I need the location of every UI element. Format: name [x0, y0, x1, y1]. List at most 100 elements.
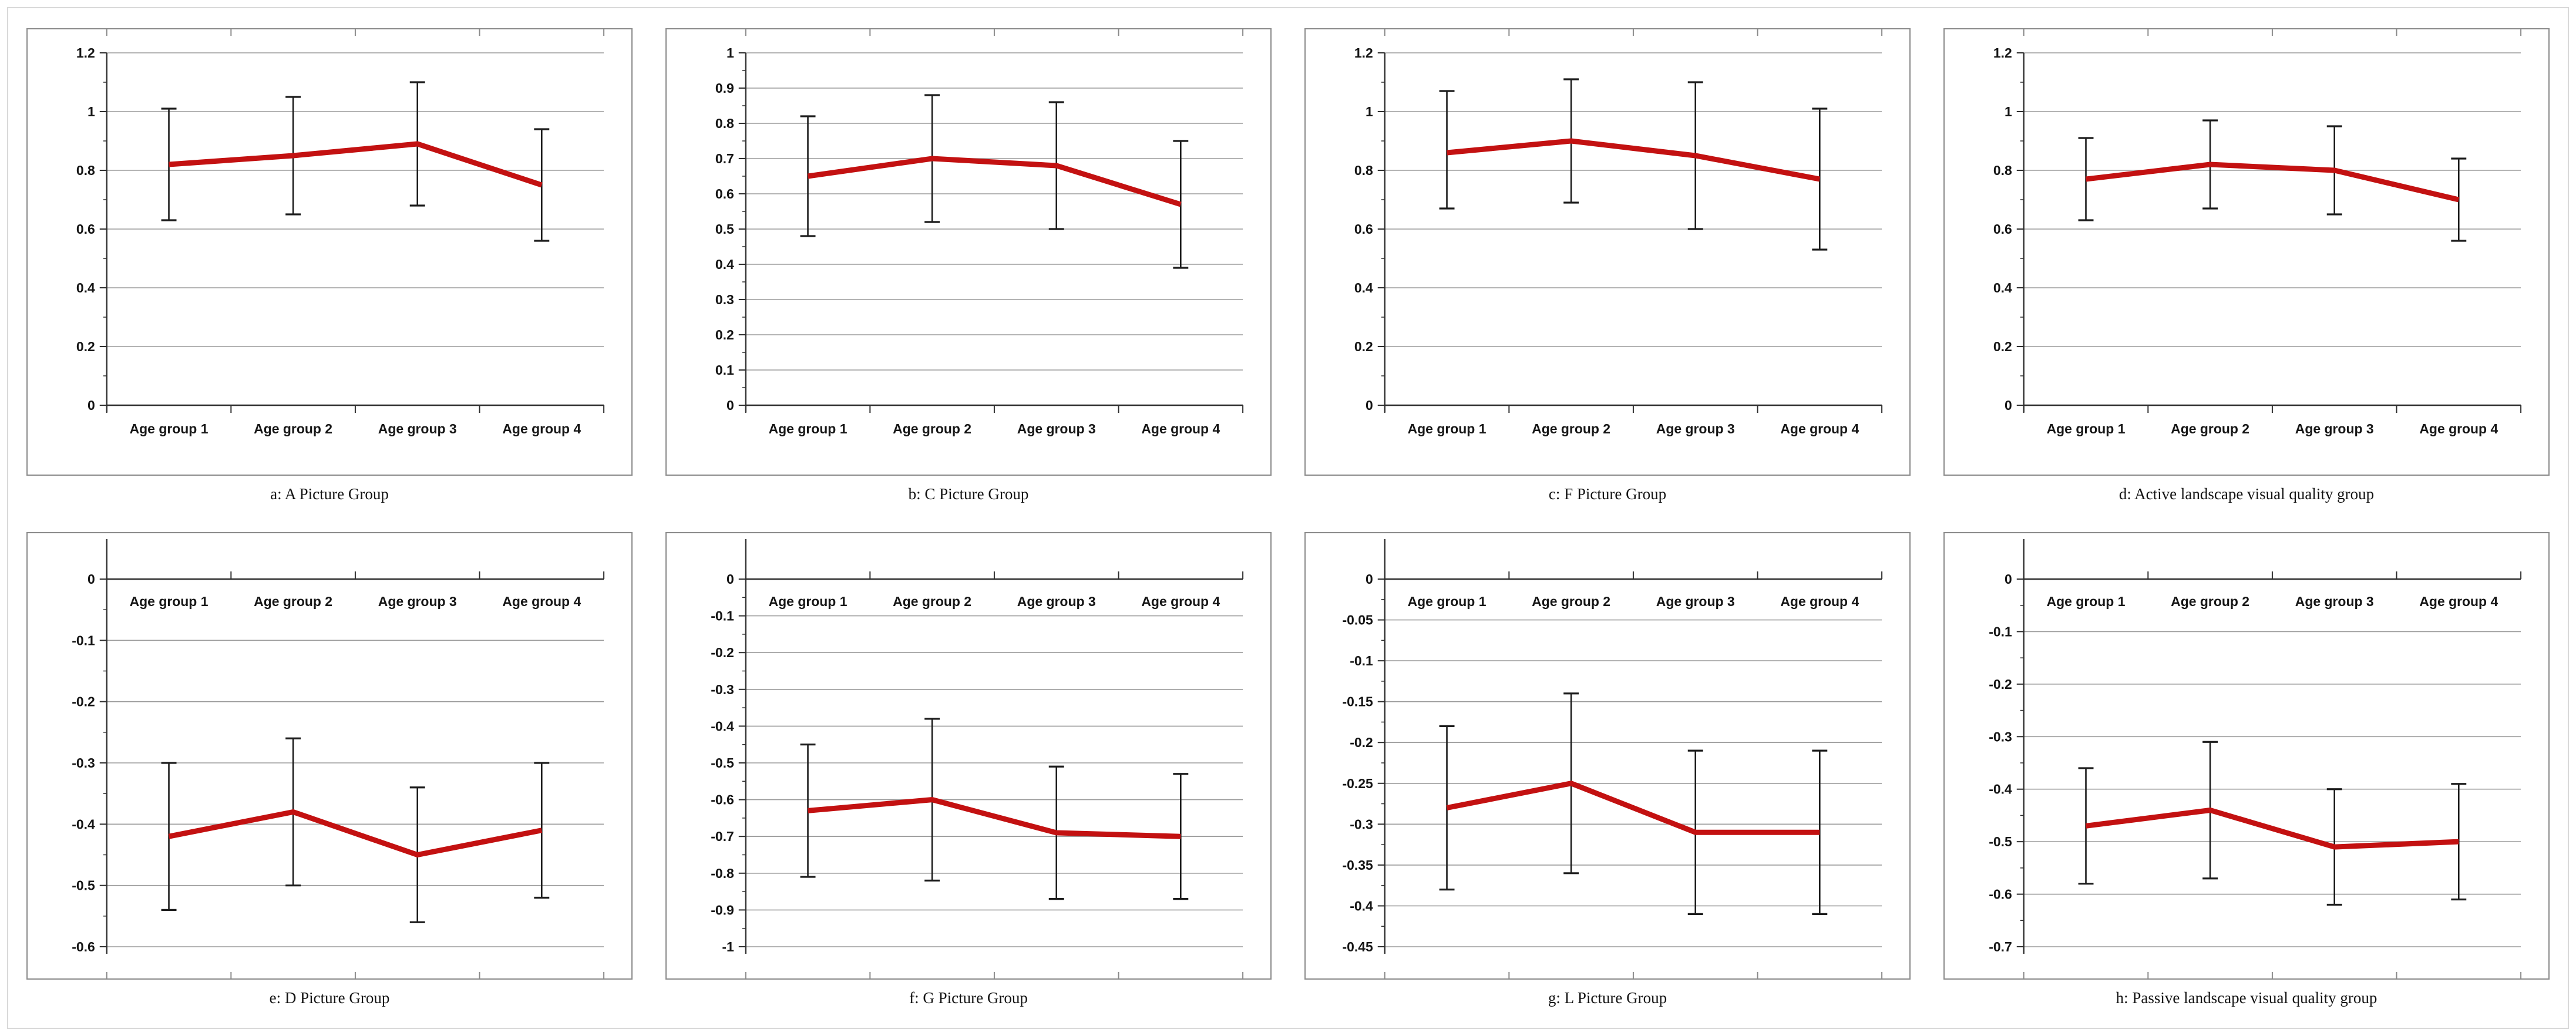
x-category-label: Age group 2 [2171, 594, 2249, 609]
y-tick-label: 0.2 [1993, 339, 2012, 354]
y-tick-label: 0 [1366, 571, 1373, 587]
y-tick-label: 0.4 [1993, 280, 2012, 295]
chart-panel-f: 0 -0.1 -0.2 -0.3 -0.4 -0.5 -0.6 -0.7 -0.8 -0.9 -1 A… [665, 532, 1272, 980]
y-tick-label: 0.6 [1993, 221, 2012, 237]
chart-cell-b: 1 0.9 0.8 0.7 0.6 0.5 0.4 0.3 0.2 0.1 0 Age group 1… [665, 28, 1272, 506]
x-category-label: Age group 1 [769, 594, 848, 609]
x-category-label: Age group 2 [254, 594, 332, 609]
chart-caption-a: a: A Picture Group [270, 485, 389, 503]
y-tick-label: -0.05 [1342, 613, 1373, 628]
y-tick-label: 0.3 [715, 292, 734, 307]
chart-panel-d: 1.2 1 0.8 0.6 0.4 0.2 0 Age group 1 Age group 2 A… [1943, 28, 2550, 476]
y-tick-label: -0.9 [711, 902, 734, 917]
y-tick-label: -0.6 [711, 792, 734, 808]
x-category-label: Age group 2 [2171, 421, 2249, 436]
series-line [1447, 138, 1821, 182]
x-category-label: Age group 3 [1017, 594, 1096, 609]
x-category-label: Age group 4 [502, 594, 581, 609]
y-tick-label: -0.6 [72, 939, 95, 954]
series-line [169, 141, 543, 188]
series-line [168, 809, 543, 858]
y-tick-label: -0.2 [1350, 735, 1373, 750]
y-tick-label: -0.5 [711, 755, 734, 771]
chart-svg-b: 1 0.9 0.8 0.7 0.6 0.5 0.4 0.3 0.2 0.1 0 Age group 1… [715, 29, 1244, 436]
y-tick-label: 1.2 [76, 45, 95, 60]
x-category-label: Age group 2 [893, 421, 971, 436]
y-tick-label: 0.6 [1354, 221, 1373, 237]
chart-caption-c: c: F Picture Group [1548, 485, 1667, 503]
y-tick-label: 0.8 [76, 163, 95, 178]
y-tick-label: 0 [2005, 398, 2012, 413]
x-category-label: Age group 2 [1532, 594, 1610, 609]
y-tick-label: 0 [88, 571, 95, 587]
y-tick-label: 1 [2005, 104, 2012, 119]
chart-cell-f: 0 -0.1 -0.2 -0.3 -0.4 -0.5 -0.6 -0.7 -0.8 -0.9 -1 A… [665, 532, 1272, 1010]
chart-svg-h: 0 -0.1 -0.2 -0.3 -0.4 -0.5 -0.6 -0.7 Age group 1… [1989, 539, 2522, 978]
x-category-label: Age group 1 [1408, 594, 1487, 609]
y-tick-label: 0.6 [715, 186, 734, 201]
chart-panel-h: 0 -0.1 -0.2 -0.3 -0.4 -0.5 -0.6 -0.7 Age group 1… [1943, 532, 2550, 980]
x-category-label: Age group 3 [1656, 594, 1735, 609]
y-tick-label: -0.1 [1989, 624, 2012, 639]
y-tick-label: -0.35 [1342, 857, 1373, 873]
chart-caption-f: f: G Picture Group [909, 989, 1028, 1007]
chart-cell-h: 0 -0.1 -0.2 -0.3 -0.4 -0.5 -0.6 -0.7 Age group 1… [1943, 532, 2550, 1010]
chart-caption-g: g: L Picture Group [1548, 989, 1667, 1007]
chart-svg-g: 0 -0.05 -0.1 -0.15 -0.2 -0.25 -0.3 -0.35 -0.4 -0.… [1342, 539, 1883, 978]
x-category-label: Age group 4 [2419, 594, 2498, 609]
chart-panel-g: 0 -0.05 -0.1 -0.15 -0.2 -0.25 -0.3 -0.35 -0.4 -0.… [1304, 532, 1911, 980]
y-tick-label: 0.8 [1354, 163, 1373, 178]
y-tick-label: 1 [1366, 104, 1373, 119]
x-category-label: Age group 4 [1780, 594, 1859, 609]
y-tick-label: 0.4 [1354, 280, 1373, 295]
chart-caption-b: b: C Picture Group [908, 485, 1029, 503]
x-category-label: Age group 3 [2295, 421, 2374, 436]
y-tick-label: -0.2 [711, 645, 734, 660]
y-tick-label: -0.2 [72, 694, 95, 709]
x-category-label: Age group 3 [378, 594, 457, 609]
chart-caption-d: d: Active landscape visual quality group [2118, 485, 2375, 503]
y-tick-label: -0.5 [1989, 834, 2012, 849]
y-tick-label: -1 [722, 939, 734, 954]
y-tick-label: 0.7 [715, 151, 734, 166]
x-category-label: Age group 4 [1141, 594, 1220, 609]
y-tick-label: -0.7 [1989, 939, 2012, 954]
y-tick-label: 0.8 [715, 116, 734, 131]
y-tick-label: 0.2 [1354, 339, 1373, 354]
chart-svg-d: 1.2 1 0.8 0.6 0.4 0.2 0 Age group 1 Age group 2 A… [1993, 29, 2522, 436]
y-tick-label: -0.1 [72, 633, 95, 648]
x-category-label: Age group 1 [130, 421, 208, 436]
chart-cell-c: 1.2 1 0.8 0.6 0.4 0.2 0 Age group 1 Age group 2 A… [1304, 28, 1911, 506]
y-tick-label: -0.3 [711, 682, 734, 697]
y-tick-label: 0.6 [76, 221, 95, 237]
charts-grid: 1.2 1 0.8 0.6 0.4 0.2 0 Age group 1 Age group 2 A… [26, 28, 2550, 1010]
y-tick-label: 1 [727, 45, 734, 60]
x-category-label: Age group 3 [1017, 421, 1096, 436]
y-tick-label: 0 [727, 571, 734, 587]
y-tick-label: -0.4 [1350, 898, 1373, 913]
y-tick-label: -0.4 [1989, 782, 2012, 797]
y-tick-label: -0.1 [1350, 653, 1373, 668]
y-tick-label: -0.15 [1342, 694, 1373, 709]
y-tick-label: -0.3 [1989, 729, 2012, 744]
chart-cell-a: 1.2 1 0.8 0.6 0.4 0.2 0 Age group 1 Age group 2 A… [26, 28, 633, 506]
x-category-label: Age group 1 [1408, 421, 1487, 436]
chart-panel-e: 0 -0.1 -0.2 -0.3 -0.4 -0.5 -0.6 Age group 1 Age … [26, 532, 633, 980]
y-tick-label: -0.25 [1342, 776, 1373, 791]
x-category-label: Age group 4 [502, 421, 581, 436]
y-tick-label: 1.2 [1354, 45, 1373, 60]
y-tick-label: -0.4 [72, 816, 95, 832]
chart-svg-a: 1.2 1 0.8 0.6 0.4 0.2 0 Age group 1 Age group 2 A… [76, 29, 605, 436]
series-line [2085, 807, 2459, 850]
x-category-label: Age group 1 [2047, 421, 2126, 436]
series-line [1446, 781, 1820, 835]
y-tick-label: -0.45 [1342, 939, 1373, 954]
y-tick-label: -0.6 [1989, 887, 2012, 902]
y-tick-label: -0.2 [1989, 677, 2012, 692]
x-category-label: Age group 2 [1532, 421, 1610, 436]
chart-panel-c: 1.2 1 0.8 0.6 0.4 0.2 0 Age group 1 Age group 2 A… [1304, 28, 1911, 476]
chart-caption-e: e: D Picture Group [269, 989, 390, 1007]
x-category-label: Age group 1 [769, 421, 848, 436]
y-tick-label: 0 [1366, 398, 1373, 413]
